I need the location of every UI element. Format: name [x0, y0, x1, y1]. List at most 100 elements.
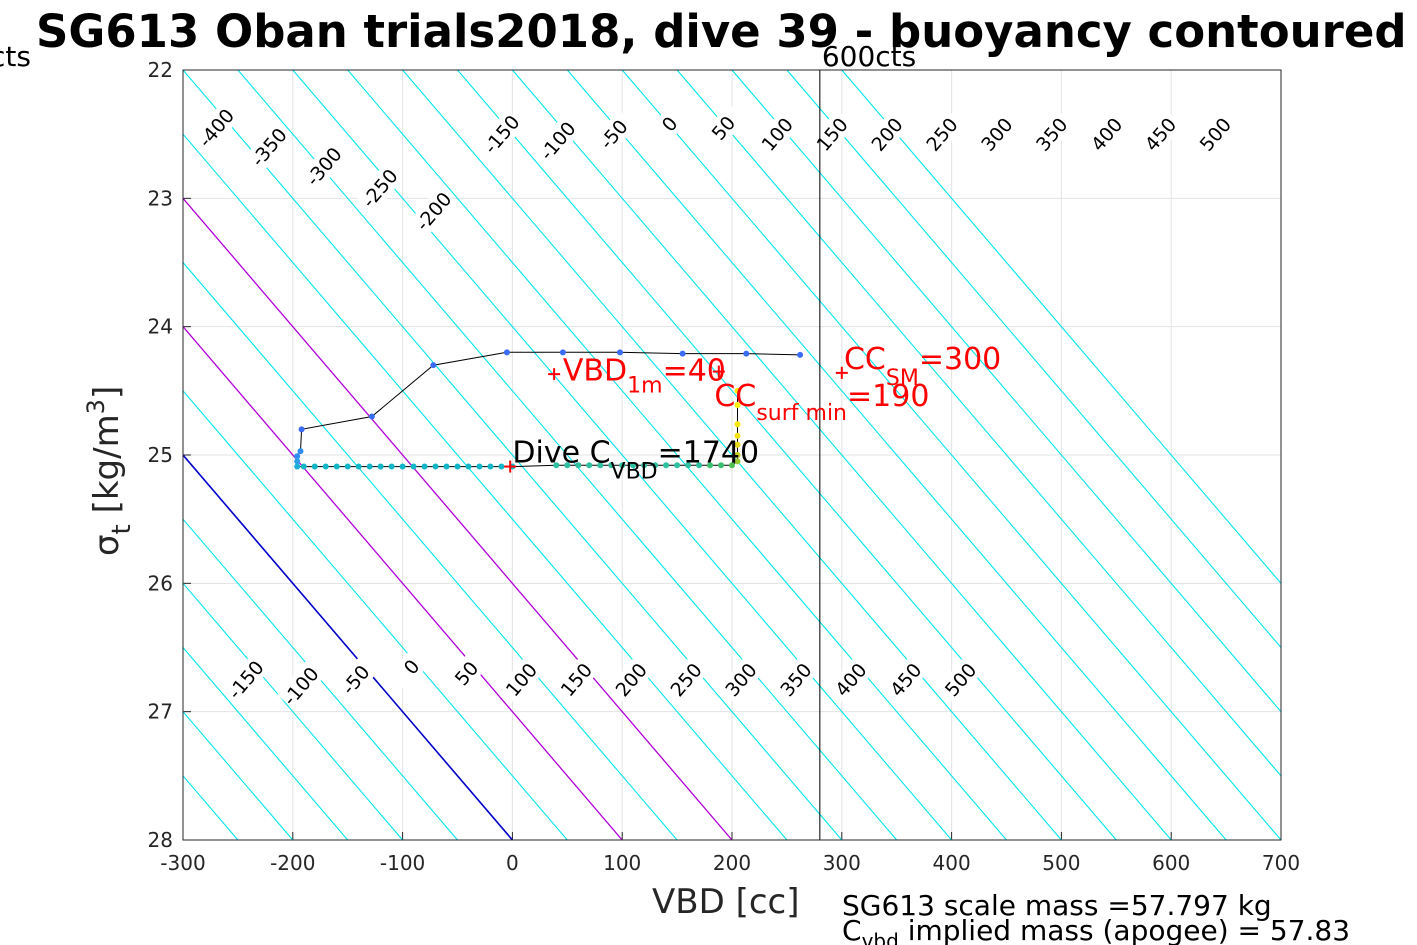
dive-trace	[294, 349, 804, 470]
annotation-vbd-1m: VBD1m=40	[563, 354, 726, 399]
contour-line	[183, 261, 678, 840]
annotation-cc-sm: CCSM=300	[844, 342, 1001, 391]
contour-line	[731, 70, 1281, 713]
contour-labels: -400 -350 -300 -250 -200-150 -100 -50 0 50 100 150…	[192, 99, 1239, 711]
trace-point	[575, 462, 582, 469]
ann-dive-base: Dive C	[512, 436, 610, 471]
contour-line	[457, 70, 1117, 840]
trace-point	[797, 351, 804, 358]
trace-point	[586, 462, 593, 469]
contour-line	[621, 70, 1281, 840]
contour-label-bg	[497, 655, 545, 705]
trace-point	[432, 463, 439, 470]
trace-point	[503, 349, 510, 356]
contour-label-bg	[936, 655, 984, 705]
x-tick-label: 500	[1042, 851, 1080, 875]
reference-line-label: 600cts	[822, 40, 916, 73]
trace-point	[564, 462, 571, 469]
contour-label-bg	[1191, 109, 1239, 159]
contour-line	[566, 70, 1227, 840]
y-label-sup: 3	[82, 399, 110, 414]
contour-label-bg	[552, 655, 600, 705]
y-tick-labels: 22 23 24 25 26 27 28	[148, 58, 173, 852]
trace-point	[300, 463, 307, 470]
contour-line	[402, 70, 1062, 840]
contour-line	[786, 70, 1281, 649]
trace-point	[421, 463, 428, 470]
ann-vbd-base: VBD	[563, 354, 627, 389]
trace-point	[734, 387, 741, 394]
trace-point	[294, 453, 301, 460]
y-axis-label: σt [kg/m3]	[82, 386, 137, 556]
y-label-sub: t	[107, 524, 137, 534]
trace-point	[718, 462, 725, 469]
footnote2-rest: implied mass (apogee) = 57.83	[899, 914, 1350, 945]
trace-point	[297, 448, 304, 455]
contour-label-bg	[245, 122, 293, 172]
trace-point	[734, 452, 741, 458]
contour-line	[676, 70, 1281, 777]
trace-point	[443, 463, 450, 470]
trace-point	[652, 462, 659, 469]
trace-point	[619, 462, 626, 469]
trace-point	[454, 463, 461, 470]
red-markers	[504, 365, 848, 473]
ann-ccsurf-base: CC	[714, 379, 756, 414]
trace-point	[641, 462, 648, 469]
x-tick-label: 200	[713, 851, 751, 875]
trace-point	[322, 463, 329, 470]
footnote-implied-mass: Cvbd implied mass (apogee) = 57.83	[842, 914, 1350, 945]
plot-border	[182, 69, 1282, 841]
contour-line	[292, 70, 953, 840]
contour-label-bg	[356, 163, 403, 213]
annotation-dive-c-vbd: Dive CVBD=1740	[512, 436, 759, 485]
trace-point	[696, 462, 703, 469]
contour-label-bg	[1136, 109, 1184, 159]
annotation-cc-surf-min: CCsurf min=190	[714, 379, 929, 426]
ann-dive-sub: VBD	[611, 460, 658, 485]
y-tick-label: 24	[148, 315, 173, 339]
contour-label-bg	[973, 109, 1021, 159]
trace-point	[674, 462, 681, 469]
x-axis-label: VBD [cc]	[652, 882, 800, 922]
contour-line	[841, 70, 1281, 585]
y-label-close: ]	[87, 386, 127, 399]
trace-point	[734, 458, 741, 465]
trace-point	[685, 462, 692, 469]
trace-point	[729, 462, 735, 469]
x-tick-label: 700	[1262, 851, 1300, 875]
contour-line	[511, 70, 1172, 840]
trace-point	[734, 441, 741, 448]
trace-point	[368, 413, 375, 420]
ann-vbd-sub: 1m	[627, 374, 662, 399]
x-tick-label: 400	[933, 851, 971, 875]
trace-point	[734, 432, 741, 439]
footnote-scale-mass: SG613 scale mass =57.797 kg	[842, 889, 1272, 922]
trace-point	[707, 462, 714, 469]
trace-point	[388, 463, 395, 470]
trace-point	[498, 463, 505, 470]
contour-label-bg	[589, 109, 637, 159]
y-label-sigma: σ	[87, 534, 127, 556]
y-tick-label: 22	[148, 58, 173, 82]
contour-line	[183, 133, 788, 840]
contour-label-bg	[477, 109, 525, 159]
trace-point	[608, 462, 615, 469]
trace-point	[366, 463, 373, 470]
contour-label-bg	[918, 109, 966, 159]
trace-point	[487, 463, 494, 470]
trace-point	[663, 462, 670, 469]
contour-line	[0, 70, 73, 840]
ann-dive-rest: =1740	[658, 436, 759, 471]
red-plus-marker	[504, 460, 517, 473]
contour-label-bg	[699, 103, 747, 153]
contour-label-bg	[192, 103, 240, 153]
contour-line	[183, 389, 568, 840]
contour-label-bg	[1082, 109, 1130, 159]
trace-point	[377, 463, 384, 470]
contour-label-bg	[1028, 109, 1075, 159]
contour-line	[237, 70, 898, 840]
y-label-unit: [kg/m	[87, 414, 127, 524]
contour-line	[183, 518, 458, 840]
x-tick-label: 0	[506, 851, 519, 875]
